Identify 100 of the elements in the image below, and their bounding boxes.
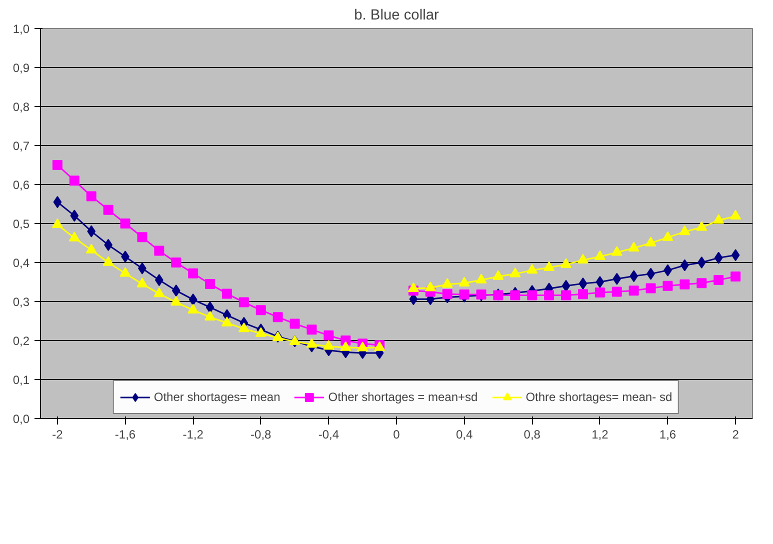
y-tick-label: 0,4: [12, 256, 30, 270]
y-tick-label: 0,2: [12, 334, 30, 348]
point: [255, 327, 266, 337]
y-tick-label: 0,3: [12, 295, 30, 309]
point: [714, 275, 724, 286]
point: [578, 278, 588, 290]
point: [102, 256, 114, 266]
point: [323, 340, 334, 350]
point: [53, 196, 62, 208]
point: [628, 242, 640, 252]
point: [324, 330, 334, 340]
point: [527, 290, 538, 300]
point: [357, 342, 368, 352]
y-tick-label: 0,1: [12, 373, 30, 387]
point: [697, 256, 706, 268]
point: [679, 225, 690, 236]
point: [87, 225, 96, 238]
point: [510, 268, 521, 278]
point: [103, 204, 114, 215]
point: [154, 287, 165, 298]
y-tick-label: 0,8: [12, 100, 30, 114]
point: [612, 286, 622, 297]
point: [596, 276, 604, 288]
point: [628, 286, 639, 296]
point: [306, 324, 317, 335]
point: [526, 264, 538, 274]
point: [188, 304, 199, 314]
x-tick-label: -2: [52, 428, 64, 442]
point: [680, 279, 690, 290]
point: [562, 280, 570, 292]
x-tick-label: 1,2: [592, 428, 609, 442]
point: [154, 246, 164, 256]
point: [120, 267, 131, 277]
point: [204, 310, 216, 320]
point: [68, 232, 80, 242]
point: [612, 272, 622, 285]
x-tick-label: 0,8: [524, 428, 541, 442]
point: [221, 316, 232, 326]
point: [577, 254, 588, 264]
point: [408, 282, 419, 292]
x-tick-label: 0: [393, 428, 400, 442]
legend-label: Other shortages = mean+sd: [328, 390, 478, 404]
x-tick-label: 0,4: [456, 428, 473, 442]
point: [730, 272, 741, 282]
point: [238, 297, 249, 308]
y-tick-label: 0,0: [12, 412, 30, 426]
x-tick-label: -0,8: [250, 428, 272, 442]
point: [188, 268, 198, 278]
point: [662, 231, 674, 241]
y-tick-label: 0,7: [12, 139, 30, 153]
point: [222, 288, 232, 299]
point: [188, 294, 198, 306]
point: [238, 322, 250, 332]
x-tick-label: 2: [732, 428, 740, 442]
point: [170, 296, 182, 306]
point: [290, 318, 300, 329]
point: [696, 278, 707, 288]
point: [442, 289, 452, 300]
point: [459, 289, 470, 300]
point: [492, 270, 504, 280]
point: [458, 276, 470, 287]
point: [171, 258, 182, 268]
point: [137, 232, 148, 242]
point: [86, 244, 97, 254]
point: [510, 290, 520, 300]
point: [594, 250, 606, 260]
point: [136, 278, 148, 288]
point: [86, 191, 96, 202]
point: [594, 288, 605, 298]
point: [544, 261, 555, 271]
point: [70, 210, 79, 222]
point: [120, 218, 130, 228]
point: [442, 278, 453, 288]
point: [696, 221, 708, 231]
y-tick-label: 0,6: [12, 178, 30, 192]
point: [714, 252, 723, 264]
point: [476, 274, 487, 284]
point: [340, 341, 352, 351]
point: [52, 218, 63, 228]
point: [645, 236, 656, 246]
point: [256, 305, 266, 316]
chart-title: b. Blue collar: [354, 8, 439, 24]
x-tick-label: -0,4: [318, 428, 340, 442]
point: [731, 249, 740, 262]
x-tick-label: -1,2: [182, 428, 204, 442]
point: [561, 290, 572, 300]
point: [662, 280, 673, 291]
point: [206, 301, 214, 314]
point: [69, 176, 80, 186]
x-tick-label: 1,6: [659, 428, 676, 442]
x-tick-label: -1,6: [114, 428, 136, 442]
legend-label: Othre shortages= mean- sd: [526, 390, 672, 404]
point: [646, 283, 656, 294]
point: [306, 338, 318, 348]
point: [578, 289, 588, 300]
point: [713, 214, 724, 224]
point: [730, 210, 742, 220]
y-tick-label: 0,5: [12, 217, 30, 231]
point: [205, 278, 216, 289]
point: [272, 312, 283, 322]
